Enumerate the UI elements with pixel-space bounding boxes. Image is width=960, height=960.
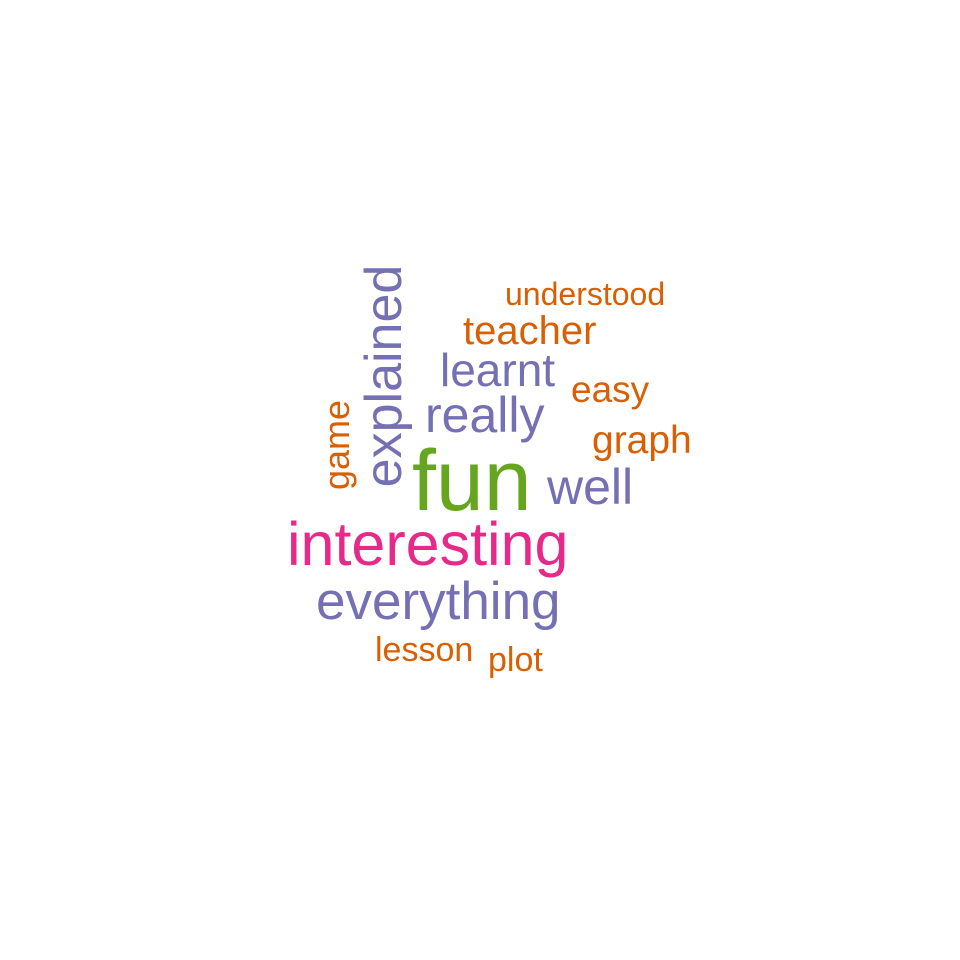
word-lesson: lesson — [375, 631, 474, 669]
word-everything: everything — [316, 572, 561, 631]
word-explained: explained — [355, 264, 413, 488]
word-game: game — [316, 399, 357, 491]
word-plot: plot — [488, 641, 543, 679]
word-teacher: teacher — [463, 309, 597, 353]
word-really: really — [425, 387, 545, 443]
word-interesting: interesting — [287, 510, 569, 578]
word-fun: fun — [412, 433, 532, 529]
word-understood: understood — [505, 276, 666, 312]
word-graph: graph — [592, 419, 692, 462]
word-learnt: learnt — [440, 344, 556, 396]
word-well: well — [547, 459, 634, 515]
word-easy: easy — [571, 369, 650, 410]
